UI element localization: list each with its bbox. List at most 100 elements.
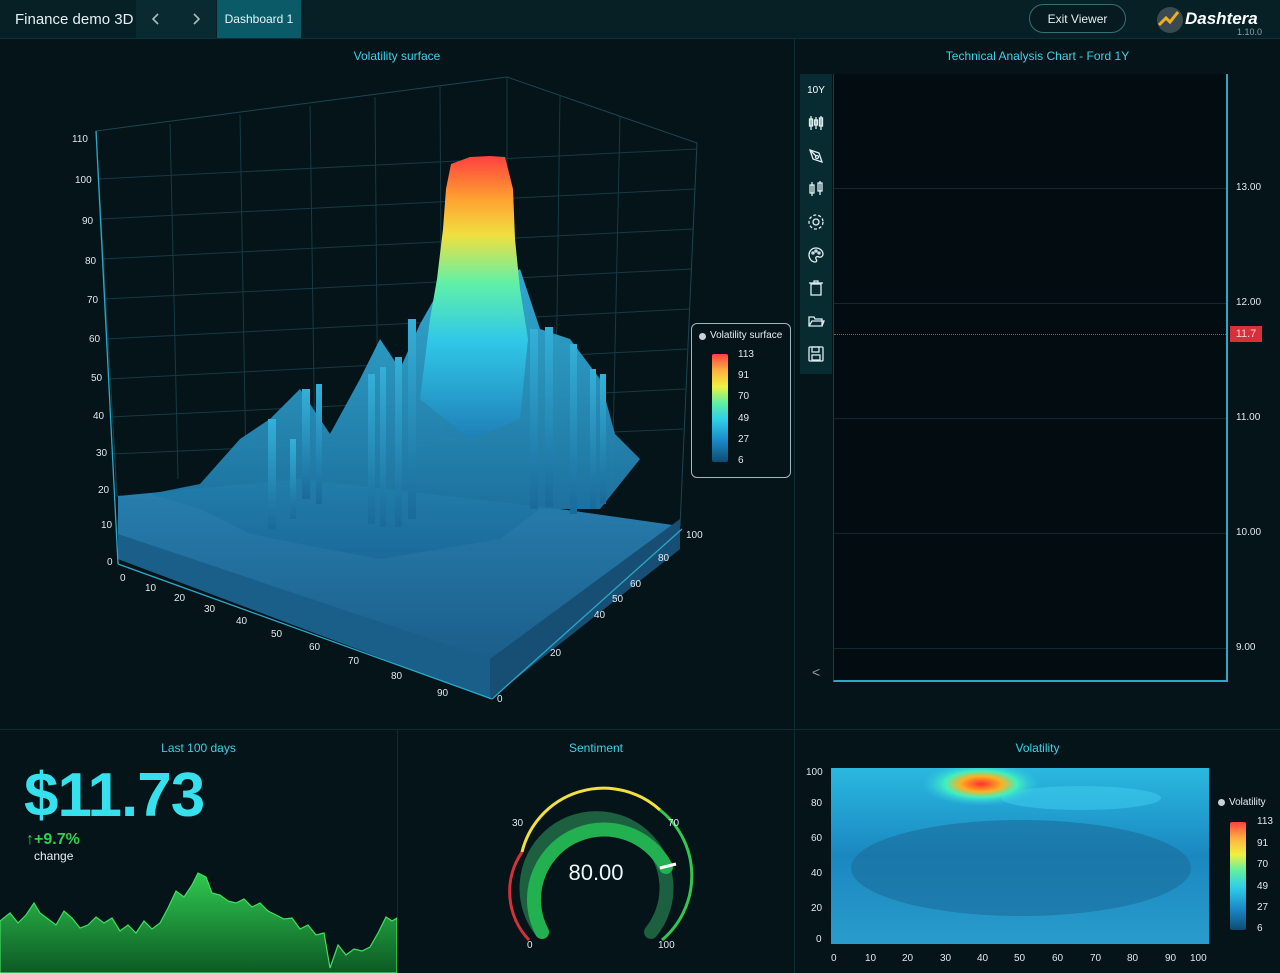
price-tick: 12.00 xyxy=(1236,297,1262,308)
surface-spikes xyxy=(268,319,606,529)
logo-text: Dashtera xyxy=(1185,9,1258,28)
collapse-toolbar-button[interactable]: < xyxy=(812,664,821,680)
y-tick: 20 xyxy=(98,485,110,496)
y-tick: 110 xyxy=(72,134,88,145)
panel-title: Sentiment xyxy=(568,741,624,755)
volatility-heatmap[interactable] xyxy=(831,768,1209,944)
y-tick: 30 xyxy=(96,448,108,459)
settings-button[interactable] xyxy=(800,206,832,238)
gauge-min-label: 0 xyxy=(527,940,533,951)
panel-divider xyxy=(397,730,398,973)
app-title: Finance demo 3D xyxy=(15,11,134,28)
candlestick-series-icon xyxy=(808,116,824,130)
period-10y-button[interactable]: 10Y xyxy=(800,74,832,106)
gauge-low-label: 30 xyxy=(512,818,524,829)
legend-value: 70 xyxy=(1257,859,1269,870)
price-tick: 11.00 xyxy=(1236,412,1261,423)
x-tick: 80 xyxy=(1127,953,1139,964)
y-tick: 60 xyxy=(89,334,101,345)
z-tick: 80 xyxy=(658,553,670,564)
x-tick: 40 xyxy=(977,953,989,964)
indicators-button[interactable] xyxy=(800,173,832,205)
chevron-left-icon xyxy=(151,13,159,25)
panel-divider xyxy=(0,729,1280,730)
settings-gear-icon xyxy=(808,214,824,230)
sentiment-gauge xyxy=(508,786,694,942)
legend-value: 27 xyxy=(738,434,750,445)
x-tick: 30 xyxy=(204,604,216,615)
x-tick: 70 xyxy=(348,656,360,667)
legend-value: 70 xyxy=(738,391,750,402)
x-tick: 10 xyxy=(865,953,877,964)
exit-viewer-button[interactable]: Exit Viewer xyxy=(1029,4,1126,33)
save-disk-icon xyxy=(808,346,824,362)
volatility-surface-chart[interactable] xyxy=(0,39,794,729)
z-tick: 50 xyxy=(612,594,624,605)
tab-dashboard-1[interactable]: Dashboard 1 xyxy=(217,0,301,38)
panel-divider xyxy=(794,38,795,973)
gauge-zone-mid xyxy=(520,786,662,853)
gauge-track xyxy=(519,811,674,939)
price-change: ↑+9.7% xyxy=(26,831,80,848)
z-tick: 0 xyxy=(497,694,503,705)
back-button[interactable] xyxy=(136,0,176,38)
legend-marker xyxy=(1218,799,1225,806)
price-change-label: change xyxy=(34,849,74,863)
legend-title: Volatility xyxy=(1229,797,1266,808)
legend-value: 49 xyxy=(738,413,750,424)
save-button[interactable] xyxy=(800,338,832,370)
delete-button[interactable] xyxy=(800,272,832,304)
legend-value: 6 xyxy=(1257,923,1263,934)
x-tick: 20 xyxy=(174,593,186,604)
gauge-zone-low xyxy=(508,851,531,942)
sentiment-panel: Sentiment xyxy=(398,730,794,973)
open-button[interactable] xyxy=(800,305,832,337)
gauge-max-label: 100 xyxy=(658,940,675,951)
current-price: $11.73 xyxy=(24,761,205,830)
x-tick: 30 xyxy=(940,953,952,964)
open-folder-icon xyxy=(808,316,825,327)
y-tick: 70 xyxy=(87,295,99,306)
z-tick: 20 xyxy=(550,648,562,659)
gauge-value: 80.00 xyxy=(568,860,624,885)
dashtera-logo-icon xyxy=(1157,7,1183,33)
logo-version: 1.10.0 xyxy=(1237,27,1263,37)
x-tick: 40 xyxy=(236,616,248,627)
current-price-tag: 11.7 xyxy=(1230,326,1262,342)
x-tick: 10 xyxy=(145,583,157,594)
x-tick: 50 xyxy=(271,629,283,640)
y-tick: 90 xyxy=(82,216,94,227)
y-tick: 50 xyxy=(91,373,103,384)
surface-front-face xyxy=(118,534,490,699)
y-tick: 60 xyxy=(811,833,823,844)
surface-legend: Volatility surface 113 91 70 49 27 6 xyxy=(691,323,791,478)
y-tick: 0 xyxy=(816,934,822,945)
gauge-zone-high xyxy=(659,808,694,942)
x-tick: 90 xyxy=(1165,953,1177,964)
legend-value: 49 xyxy=(1257,881,1269,892)
y-tick: 80 xyxy=(811,798,823,809)
series-type-button[interactable] xyxy=(800,107,832,139)
draw-tool-button[interactable] xyxy=(800,140,832,172)
panel-title: Last 100 days xyxy=(161,741,236,755)
price-axis-line xyxy=(1226,74,1228,682)
panel-title: Technical Analysis Chart - Ford 1Y xyxy=(945,49,1130,63)
x-tick: 90 xyxy=(437,688,449,699)
legend-value: 91 xyxy=(1257,838,1269,849)
technical-chart-area[interactable] xyxy=(833,74,1226,682)
y-tick: 100 xyxy=(806,767,823,778)
heatmap-hotspot xyxy=(921,768,1041,806)
z-tick: 60 xyxy=(630,579,642,590)
legend-value: 113 xyxy=(1257,816,1273,827)
legend-value: 91 xyxy=(738,370,750,381)
legend-title: Volatility surface xyxy=(710,330,783,341)
candlestick-indicator-icon xyxy=(809,181,823,196)
x-tick: 70 xyxy=(1090,953,1102,964)
price-area-chart xyxy=(0,872,397,973)
price-tick: 9.00 xyxy=(1236,642,1256,653)
theme-button[interactable] xyxy=(800,239,832,271)
gauge-fill xyxy=(527,822,673,939)
forward-button[interactable] xyxy=(176,0,216,38)
x-tick: 60 xyxy=(309,642,321,653)
x-tick: 0 xyxy=(831,953,837,964)
